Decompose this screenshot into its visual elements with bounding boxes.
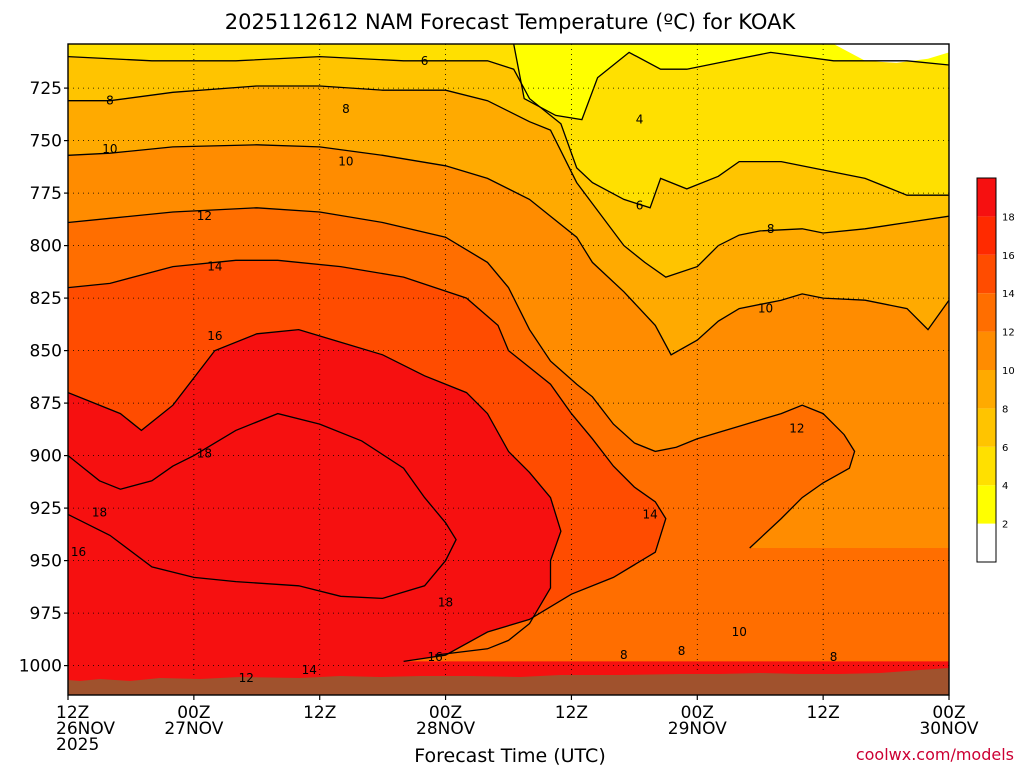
contour-10 — [68, 144, 949, 356]
x-tick-label: 00Z — [681, 703, 714, 723]
contour-18 — [68, 412, 457, 600]
legend-label: 12 — [1002, 328, 1015, 339]
x-tick-label: 27NOV — [164, 719, 223, 739]
x-tick-label: 26NOV — [56, 719, 115, 739]
plot-area: 4 6 6 8 8 8 8 8 8 10 10 10 10 12 12 12 14 14 14 16 16 16 18 18 1… — [68, 44, 949, 695]
fill-band-18 — [68, 413, 457, 599]
y-tick-label: 925 — [30, 499, 62, 519]
contour-label: 8 — [678, 644, 686, 658]
contour-12 — [68, 207, 856, 549]
contour-14 — [68, 259, 667, 663]
y-tick-label: 875 — [30, 394, 62, 414]
chart-title: 2025112612 NAM Forecast Temperature (ºC)… — [225, 10, 797, 34]
x-tick-label: 12Z — [807, 703, 840, 723]
contour-label: 10 — [732, 625, 747, 639]
legend-swatch — [977, 485, 996, 524]
legend-swatch — [977, 178, 996, 217]
contour-label: 12 — [197, 209, 212, 223]
x-tick-label: 12Z — [555, 703, 588, 723]
y-tick-label: 750 — [30, 132, 62, 152]
contour-label: 8 — [620, 648, 628, 662]
contour-label: 4 — [636, 113, 644, 127]
temperature-fills — [68, 44, 949, 695]
x-tick-label: 12Z — [56, 703, 89, 723]
legend-label: 6 — [1002, 443, 1008, 454]
legend-swatch — [977, 446, 996, 486]
y-tick-label: 725 — [30, 79, 62, 99]
contour-label: 8 — [342, 102, 350, 116]
legend-label: 14 — [1002, 289, 1015, 300]
contour-label: 8 — [767, 222, 775, 236]
fill-band-2 — [833, 44, 949, 63]
x-axis-label: Forecast Time (UTC) — [414, 745, 605, 767]
contour-label: 14 — [207, 260, 222, 274]
contour-label: 18 — [438, 596, 453, 610]
contour-4 — [513, 44, 949, 121]
fill-band-6 — [68, 44, 949, 208]
legend-label: 16 — [1002, 251, 1015, 262]
contour-8 — [68, 85, 949, 278]
contour-label: 8 — [830, 650, 838, 664]
y-tick-label: 850 — [30, 342, 62, 362]
legend-swatch — [977, 523, 996, 562]
x-tick-label: 00Z — [932, 703, 965, 723]
contour-label: 10 — [758, 302, 773, 316]
x-tick-label: 29NOV — [668, 719, 727, 739]
legend-frame — [976, 177, 997, 563]
legend-label: 18 — [1002, 212, 1015, 223]
color-legend: 2 4 6 8 10 12 14 16 18 — [976, 177, 1015, 563]
x-tick-label: 30NOV — [919, 719, 978, 739]
y-tick-label: 825 — [30, 289, 62, 309]
plot-frame — [67, 43, 950, 696]
y-tick-label: 800 — [30, 237, 62, 257]
contour-label: 6 — [636, 199, 644, 213]
legend-swatch — [977, 408, 996, 447]
contour-labels: 4 6 6 8 8 8 8 8 8 10 10 10 10 12 12 12 14 14 14 16 16 16 18 18 1… — [71, 54, 838, 685]
legend-label: 8 — [1002, 404, 1008, 415]
contour-label: 10 — [102, 142, 117, 156]
contour-label: 16 — [207, 329, 222, 343]
x-tick-label: 2025 — [56, 735, 99, 755]
legend-swatch — [977, 254, 996, 294]
y-tick-label: 1000 — [19, 657, 62, 677]
x-tick-label: 28NOV — [416, 719, 475, 739]
contour-label: 6 — [421, 54, 429, 68]
legend-swatch — [977, 370, 996, 409]
contour-6 — [68, 55, 949, 209]
contour-label: 14 — [302, 663, 317, 677]
credit-text: coolwx.com/models — [856, 745, 1014, 764]
contour-label: 12 — [239, 671, 254, 685]
contour-label: 8 — [106, 94, 114, 108]
contour-16 — [68, 328, 562, 656]
y-axis: 725 750 775 800 825 850 875 900 925 950 975 1000 — [19, 79, 68, 677]
legend-label: 2 — [1002, 520, 1008, 531]
y-tick-label: 975 — [30, 604, 62, 624]
terrain — [68, 668, 949, 695]
x-tick-label: 12Z — [303, 703, 336, 723]
legend-label: 10 — [1002, 366, 1015, 377]
y-tick-label: 900 — [30, 447, 62, 467]
x-tick-label: 00Z — [429, 703, 462, 723]
y-tick-label: 775 — [30, 184, 62, 204]
contour-label: 16 — [427, 650, 442, 664]
contour-label: 18 — [92, 505, 107, 519]
y-tick-label: 950 — [30, 552, 62, 572]
contour-label: 14 — [642, 507, 657, 521]
x-tick-label: 00Z — [177, 703, 210, 723]
contour-label: 16 — [71, 545, 86, 559]
contour-lines — [68, 44, 949, 663]
legend-swatch — [977, 331, 996, 370]
contour-label: 18 — [197, 447, 212, 461]
legend-swatch — [977, 216, 996, 255]
legend-label: 4 — [1002, 481, 1008, 492]
contour-label: 12 — [789, 421, 804, 435]
terrain-ground — [68, 668, 949, 695]
legend-swatch — [977, 293, 996, 332]
contour-label: 10 — [338, 155, 353, 169]
